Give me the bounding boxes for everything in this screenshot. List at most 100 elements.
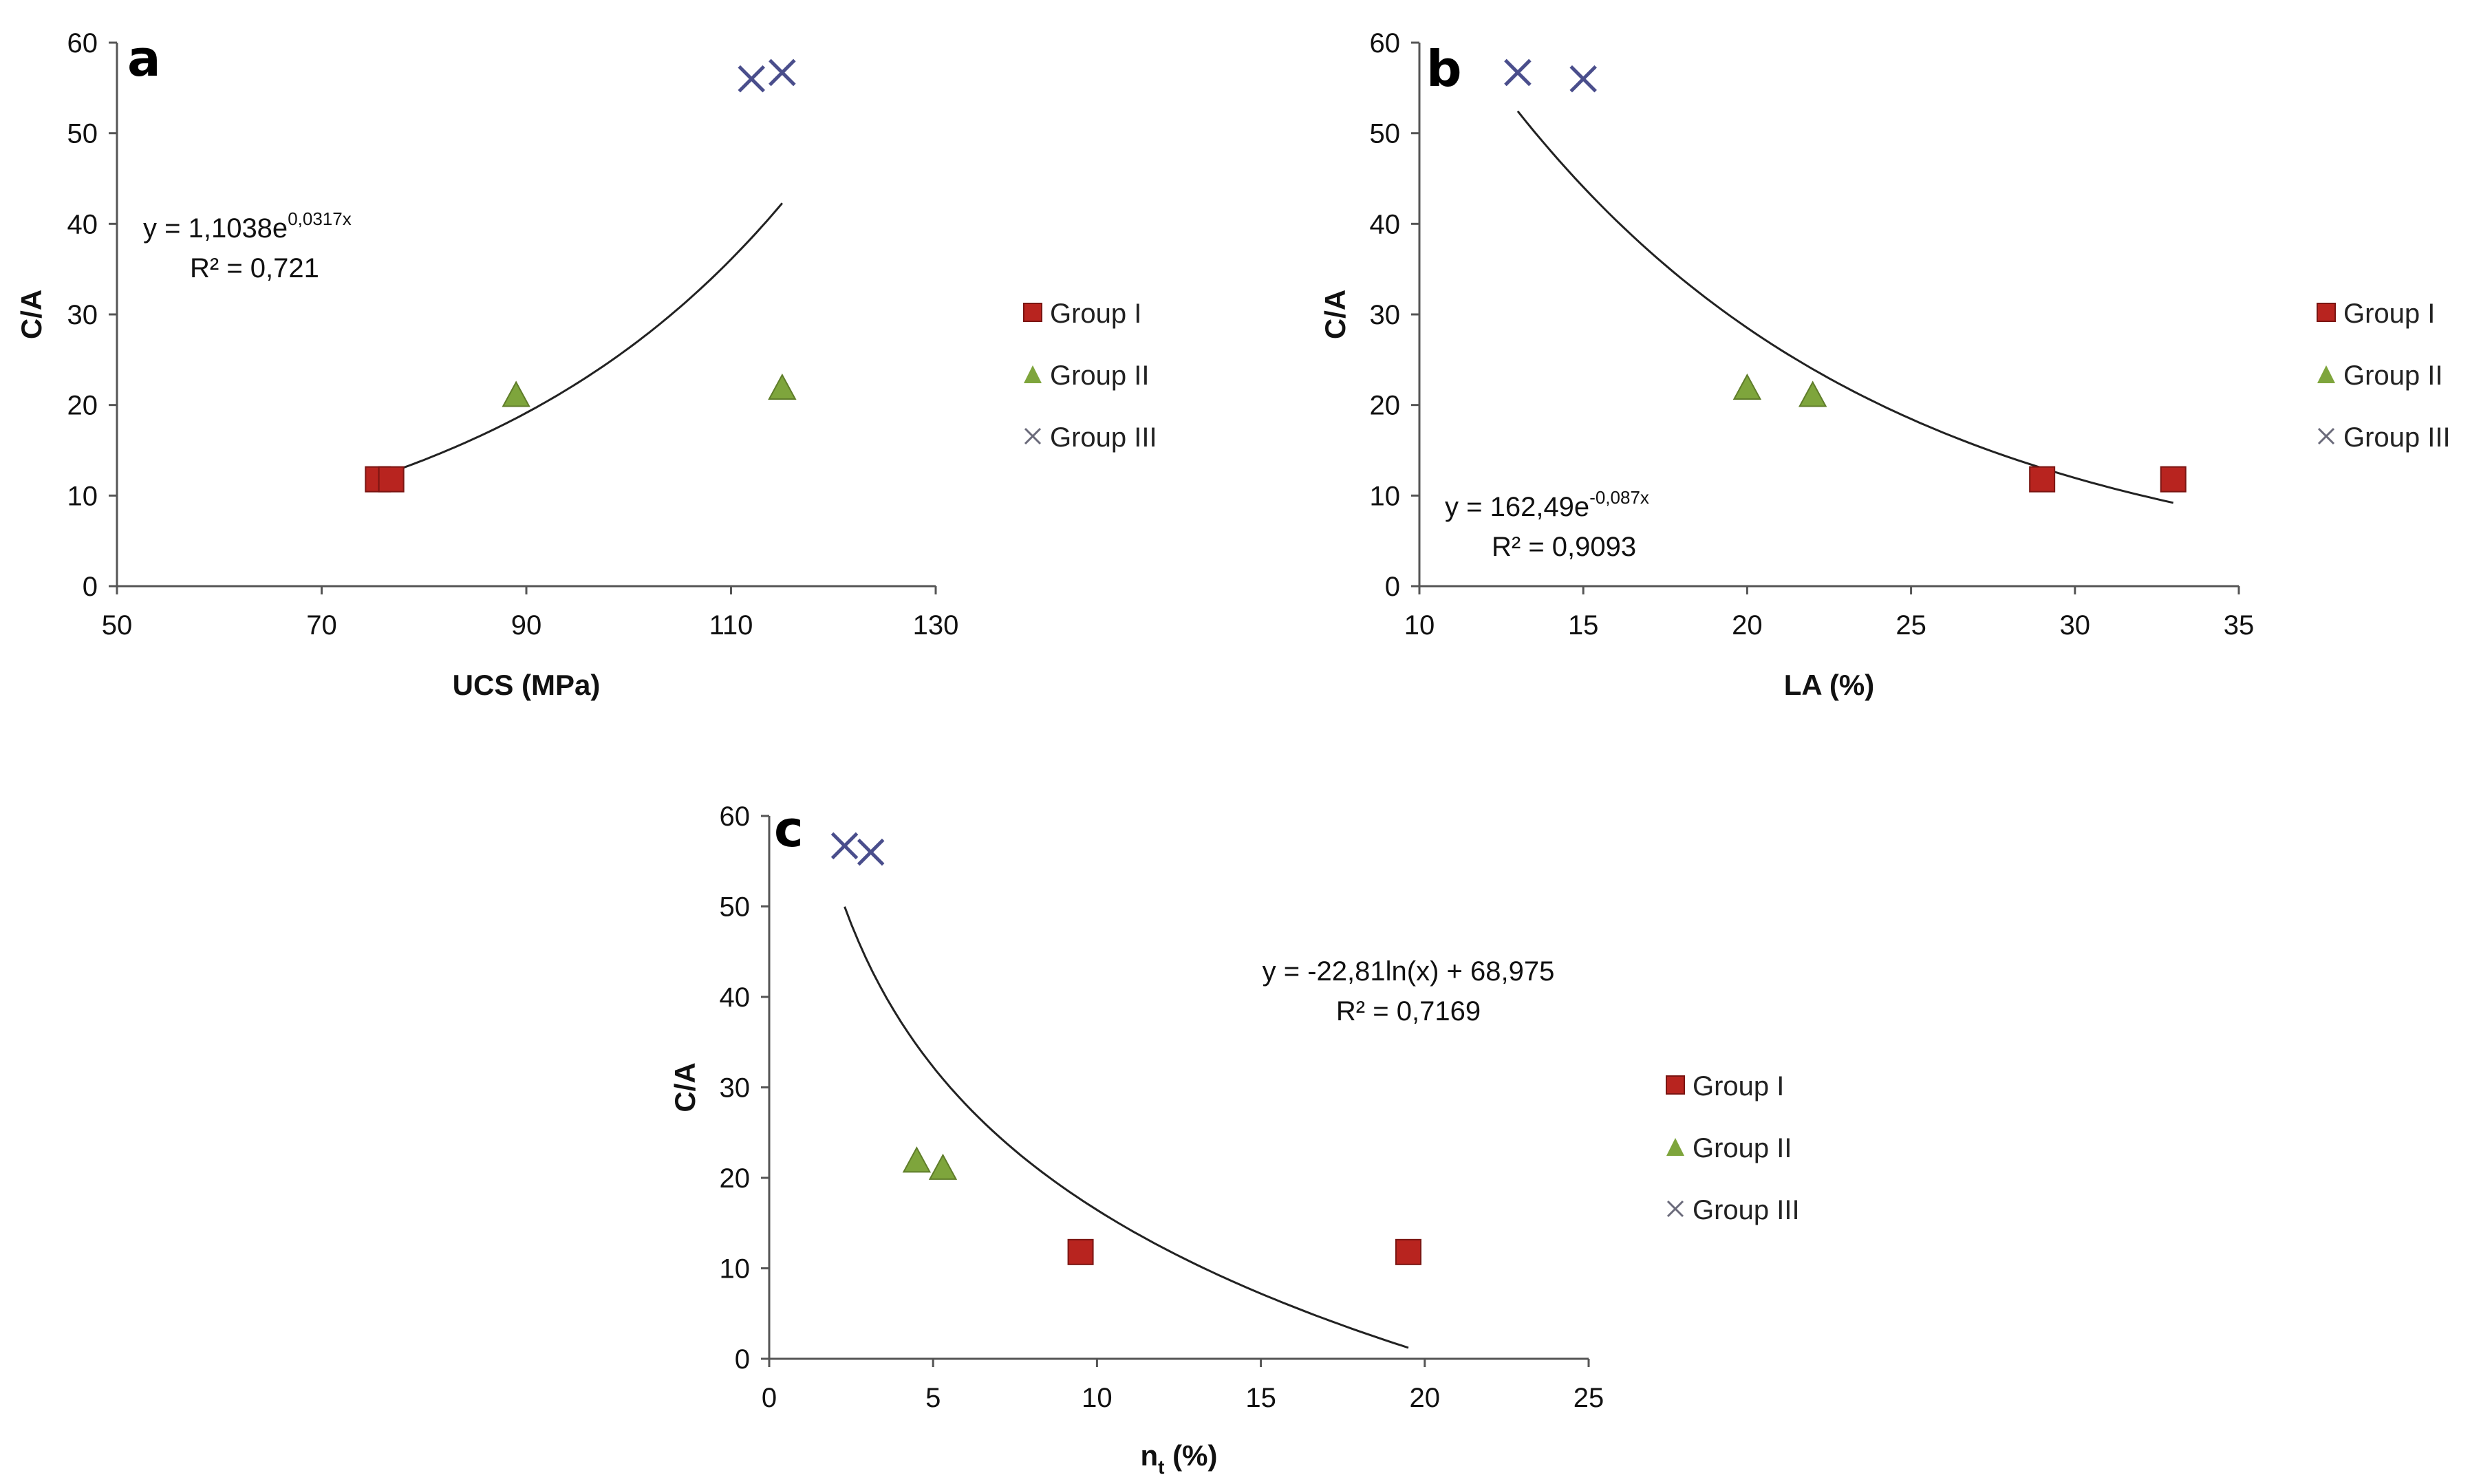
x-tick-label: 70 — [306, 610, 337, 641]
trend-equation-exponent: -0,087x — [1589, 487, 1649, 508]
x-tick-label: 15 — [1568, 610, 1599, 641]
group-i-point — [378, 466, 405, 493]
legend-x-icon — [1666, 1200, 1684, 1218]
legend-label: Group I — [1050, 299, 1141, 329]
legend-x-icon-stroke — [2317, 427, 2335, 445]
legend-label: Group II — [1693, 1133, 1792, 1163]
y-tick-label: 30 — [1370, 300, 1401, 330]
x-tick-label: 25 — [1896, 610, 1926, 641]
group-iii-point — [738, 65, 766, 93]
legend-label: Group III — [2343, 422, 2451, 453]
legend: Group I Group II Group III — [2317, 299, 2451, 453]
trend-equation: y = 1,1038e0,0317x — [143, 208, 352, 244]
y-tick-label: 30 — [67, 300, 98, 330]
trendline — [1516, 110, 2174, 504]
x-tick-label: 110 — [709, 610, 753, 641]
y-tick-label: 10 — [720, 1254, 751, 1284]
legend-x-icon-stroke — [1024, 427, 1042, 445]
trendline — [844, 906, 1409, 1349]
x-axis-label-subscript: t — [1158, 1456, 1164, 1478]
group-ii-point — [1732, 373, 1762, 400]
trend-equation-main: y = 1,1038e — [143, 213, 288, 244]
y-tick-label: 0 — [1385, 572, 1400, 602]
group-iii-point — [1569, 65, 1597, 93]
y-tick-label: 20 — [67, 391, 98, 421]
y-tick-label: 10 — [1370, 481, 1401, 511]
group-iii-point-stroke — [857, 838, 885, 866]
y-tick-label: 50 — [1370, 119, 1401, 149]
trend-equation-main: y = 162,49e — [1445, 492, 1589, 522]
y-tick-label: 10 — [67, 481, 98, 511]
group-i-point — [1395, 1238, 1421, 1265]
x-axis-label: nt (%) — [1141, 1439, 1218, 1478]
group-iii-point-stroke — [1569, 65, 1597, 93]
x-axis-label-main: n — [1141, 1439, 1159, 1472]
panel-letter: b — [1426, 40, 1462, 98]
x-tick-label: 25 — [1574, 1383, 1604, 1413]
legend: Group I Group II Group III — [1666, 1071, 1800, 1225]
legend-label: Group III — [1050, 422, 1157, 453]
legend-triangle-icon — [1666, 1138, 1684, 1156]
y-axis-label: C/A — [15, 290, 47, 339]
legend-label: Group I — [2343, 299, 2435, 329]
x-axis-label: UCS (MPa) — [453, 669, 601, 701]
y-tick-label: 40 — [67, 209, 98, 239]
group-iii-point-stroke — [1504, 58, 1532, 87]
x-tick-label: 20 — [1732, 610, 1763, 641]
y-tick-label: 60 — [720, 802, 751, 832]
y-tick-label: 0 — [83, 572, 98, 602]
y-tick-label: 60 — [67, 28, 98, 58]
legend-label: Group II — [1050, 361, 1150, 391]
x-axis-label: LA (%) — [1784, 669, 1874, 701]
legend-label: Group II — [2343, 361, 2443, 391]
x-tick-label: 10 — [1404, 610, 1435, 641]
y-tick-label: 40 — [1370, 209, 1401, 239]
y-tick-label: 20 — [1370, 391, 1401, 421]
chart-panel-c: 0 10 20 30 40 50 60 0 5 10 15 20 25 C/A nt (%) c y = -22… — [669, 800, 1800, 1478]
group-i-point — [2160, 466, 2187, 493]
group-ii-point — [1798, 380, 1827, 407]
panel-letter: c — [774, 800, 804, 858]
y-tick-label: 0 — [735, 1344, 750, 1375]
group-ii-point — [902, 1146, 932, 1173]
y-tick-label: 20 — [720, 1163, 751, 1194]
x-tick-label: 20 — [1410, 1383, 1441, 1413]
group-iii-point-stroke — [769, 58, 796, 87]
r-squared-label: R² = 0,7169 — [1336, 996, 1481, 1026]
trend-equation: y = 162,49e-0,087x — [1445, 487, 1649, 522]
legend-triangle-icon — [1024, 365, 1042, 383]
legend-square-icon — [1666, 1075, 1685, 1095]
panel-letter: a — [127, 30, 161, 87]
trend-equation: y = -22,81ln(x) + 68,975 — [1263, 956, 1555, 987]
group-iii-point-stroke — [830, 832, 859, 860]
group-iii-point — [857, 838, 885, 866]
x-tick-label: 5 — [925, 1383, 941, 1413]
group-ii-point — [768, 373, 797, 400]
group-ii-point — [928, 1153, 958, 1180]
y-tick-label: 60 — [1370, 28, 1401, 58]
r-squared-label: R² = 0,721 — [190, 253, 319, 283]
y-axis-label: C/A — [669, 1062, 701, 1112]
x-tick-label: 0 — [762, 1383, 777, 1413]
trendline — [372, 202, 784, 480]
x-tick-label: 10 — [1082, 1383, 1113, 1413]
x-tick-label: 50 — [102, 610, 133, 641]
group-iii-point — [1504, 58, 1532, 87]
chart-panel-a: 0 10 20 30 40 50 60 50 70 90 110 130 C/A UCS (MPa) a y … — [15, 28, 1157, 701]
x-tick-label: 35 — [2224, 610, 2255, 641]
group-ii-point — [502, 380, 530, 407]
x-tick-label: 90 — [511, 610, 542, 641]
group-iii-point — [769, 58, 796, 87]
y-tick-label: 50 — [720, 892, 751, 923]
r-squared-label: R² = 0,9093 — [1492, 532, 1636, 562]
legend-label: Group III — [1693, 1195, 1800, 1225]
trend-equation-exponent: 0,0317x — [288, 208, 352, 229]
y-axis-label: C/A — [1319, 290, 1351, 339]
legend-x-icon — [1024, 427, 1042, 445]
legend-label: Group I — [1693, 1071, 1784, 1101]
legend-x-icon — [2317, 427, 2335, 445]
x-tick-label: 15 — [1245, 1383, 1276, 1413]
group-i-point — [2029, 466, 2056, 493]
